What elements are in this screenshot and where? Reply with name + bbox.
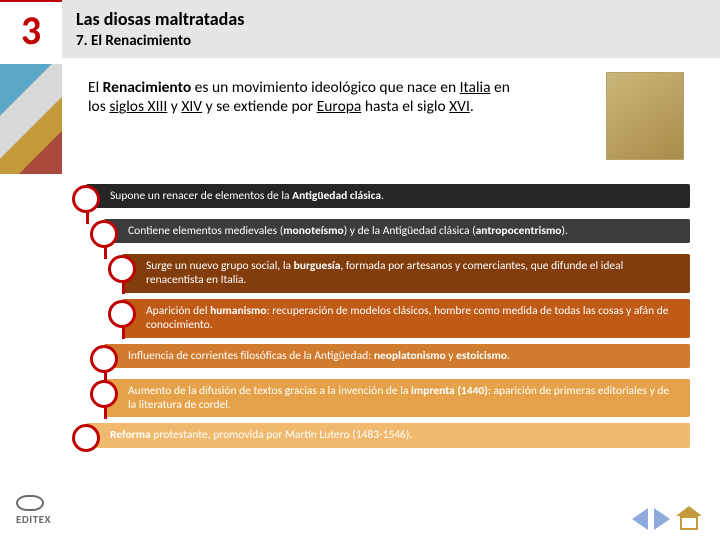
next-button[interactable]	[654, 508, 670, 530]
bullet-text: Contiene elementos medievales (monoteísm…	[104, 219, 690, 243]
bullet-marker	[108, 300, 136, 328]
prev-button[interactable]	[632, 508, 648, 530]
side-decoration	[0, 64, 62, 174]
page-header: 3 Las diosas maltratadas 7. El Renacimie…	[0, 0, 720, 58]
bullet-list: Supone un renacer de elementos de la Ant…	[72, 184, 690, 458]
title-subtitle: 7. El Renacimiento	[76, 32, 706, 50]
bullet-row: Influencia de corrientes filosóficas de …	[90, 344, 690, 373]
publisher-logo: EDITEX	[16, 495, 51, 526]
title-main: Las diosas maltratadas	[76, 8, 706, 30]
bullet-text: Aparición del humanismo: recuperación de…	[122, 299, 690, 338]
bullet-row: Surge un nuevo grupo social, la burguesí…	[108, 254, 690, 293]
bullet-text: Influencia de corrientes filosóficas de …	[104, 344, 690, 368]
bullet-text: Aumento de la difusión de textos gracias…	[104, 379, 690, 418]
chapter-number: 3	[0, 0, 62, 58]
header-titles: Las diosas maltratadas 7. El Renacimient…	[62, 0, 720, 58]
bullet-marker	[90, 345, 118, 373]
illustration-thumbnail	[606, 72, 684, 160]
home-button[interactable]	[676, 508, 702, 530]
bullet-row: Supone un renacer de elementos de la Ant…	[72, 184, 690, 213]
bullet-text: Supone un renacer de elementos de la Ant…	[86, 184, 690, 208]
bullet-row: Contiene elementos medievales (monoteísm…	[90, 219, 690, 248]
bullet-marker	[108, 255, 136, 283]
bullet-row: Aparición del humanismo: recuperación de…	[108, 299, 690, 338]
bullet-row: Reforma protestante, promovida por Martí…	[72, 423, 690, 452]
bullet-text: Reforma protestante, promovida por Martí…	[86, 423, 690, 447]
content-area: El Renacimiento es un movimiento ideológ…	[88, 78, 682, 117]
bullet-marker	[72, 185, 100, 213]
bullet-marker	[90, 380, 118, 408]
nav-controls	[632, 508, 702, 530]
bullet-row: Aumento de la difusión de textos gracias…	[90, 379, 690, 418]
intro-paragraph: El Renacimiento es un movimiento ideológ…	[88, 78, 528, 117]
bullet-marker	[90, 220, 118, 248]
bullet-text: Surge un nuevo grupo social, la burguesí…	[122, 254, 690, 293]
bullet-marker	[72, 424, 100, 452]
